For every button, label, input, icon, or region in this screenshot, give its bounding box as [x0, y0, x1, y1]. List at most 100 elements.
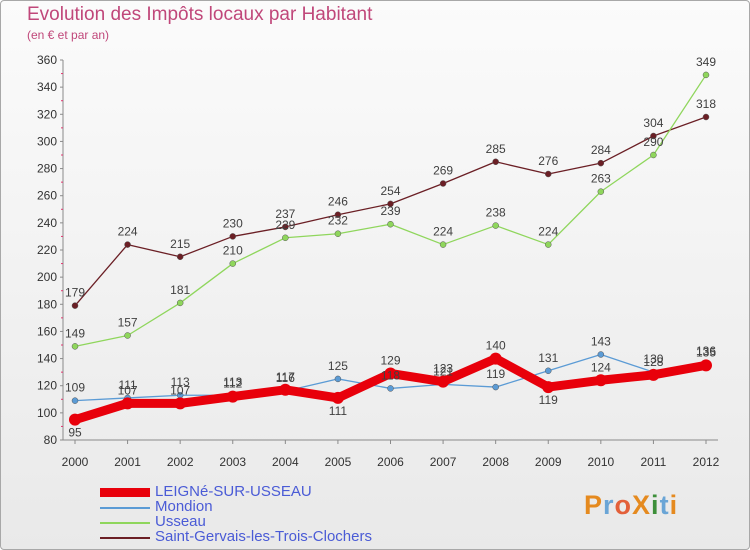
data-label-saint-gervais: 318 — [696, 97, 716, 111]
data-label-leigne: 111 — [329, 404, 348, 418]
data-label-usseau: 224 — [538, 225, 558, 239]
y-tick-label: 360 — [37, 53, 57, 67]
data-point-leigne — [437, 375, 450, 388]
data-point-usseau — [439, 241, 447, 248]
data-point-leigne — [384, 367, 397, 380]
data-label-mondion: 116 — [276, 371, 295, 385]
data-label-mondion: 113 — [171, 375, 190, 389]
data-label-mondion: 121 — [433, 364, 453, 378]
data-label-leigne: 95 — [68, 426, 82, 440]
y-tick-label: 180 — [37, 297, 57, 311]
data-label-saint-gervais: 246 — [328, 195, 348, 209]
data-label-saint-gervais: 179 — [65, 286, 85, 300]
data-point-leigne — [489, 352, 502, 365]
data-label-usseau: 157 — [118, 316, 138, 330]
y-tick-label: 140 — [37, 352, 57, 366]
data-point-saint-gervais — [492, 158, 499, 166]
data-point-usseau — [176, 299, 184, 307]
data-point-saint-gervais — [439, 180, 447, 187]
data-label-usseau: 238 — [486, 206, 506, 220]
data-point-usseau — [71, 343, 79, 350]
data-point-leigne — [226, 390, 239, 403]
data-point-leigne — [174, 397, 187, 410]
data-point-leigne — [594, 374, 607, 387]
x-tick-label: 2006 — [377, 455, 404, 469]
data-point-saint-gervais — [387, 200, 394, 208]
logo-letter: i — [669, 490, 679, 520]
data-point-saint-gervais — [71, 302, 79, 309]
data-point-leigne — [331, 391, 344, 404]
y-tick-label: 80 — [44, 433, 58, 447]
data-point-usseau — [492, 222, 499, 229]
x-tick-label: 2007 — [430, 455, 457, 469]
data-label-leigne: 129 — [380, 354, 400, 368]
x-tick-label: 2000 — [62, 455, 89, 469]
data-point-usseau — [545, 241, 552, 248]
data-label-mondion: 119 — [486, 367, 505, 381]
data-point-leigne — [279, 383, 292, 396]
legend-label-leigne: LEIGNé-SUR-USSEAU — [155, 483, 312, 500]
x-tick-label: 2005 — [325, 455, 352, 469]
data-point-mondion — [387, 385, 394, 392]
data-label-saint-gervais: 254 — [380, 184, 400, 198]
legend-swatch-leigne — [100, 488, 150, 497]
data-label-mondion: 143 — [591, 335, 611, 349]
data-point-saint-gervais — [702, 113, 710, 121]
data-point-usseau — [334, 230, 342, 237]
logo-letter: o — [614, 490, 633, 520]
series-layer — [69, 71, 712, 426]
data-point-usseau — [387, 220, 394, 228]
data-label-leigne: 128 — [643, 355, 663, 369]
data-label-leigne: 140 — [486, 339, 506, 353]
y-tick-label: 160 — [37, 324, 57, 338]
data-label-mondion: 111 — [118, 378, 137, 392]
data-label-usseau: 290 — [643, 135, 663, 149]
data-point-usseau — [702, 71, 710, 79]
data-point-leigne — [542, 381, 555, 394]
y-tick-label: 240 — [37, 216, 57, 230]
legend-swatch-mondion — [100, 507, 150, 509]
logo-letter: r — [603, 490, 615, 520]
data-label-usseau: 349 — [696, 55, 716, 69]
x-tick-label: 2009 — [535, 455, 562, 469]
legend-label-usseau: Usseau — [155, 513, 206, 530]
chart-title: Evolution des Impôts locaux par Habitant — [27, 4, 373, 25]
data-label-leigne: 119 — [539, 393, 558, 407]
x-tick-label: 2011 — [641, 455, 667, 469]
y-tick-label: 300 — [37, 134, 57, 148]
axes: 80 100 120 140 160 180 200 220 240 260 280 300 320 34… — [37, 53, 720, 469]
data-label-mondion: 136 — [696, 344, 716, 358]
data-point-saint-gervais — [650, 132, 657, 140]
data-point-leigne — [700, 359, 712, 372]
data-point-usseau — [282, 234, 289, 242]
y-tick-label: 340 — [37, 80, 57, 94]
data-point-saint-gervais — [597, 159, 605, 167]
y-tick-label: 200 — [37, 270, 57, 284]
data-point-usseau — [124, 332, 131, 339]
data-label-usseau: 229 — [275, 218, 295, 232]
chart-subtitle: (en € et par an) — [27, 28, 110, 42]
data-label-usseau: 149 — [65, 326, 85, 340]
y-tick-label: 220 — [37, 243, 57, 257]
data-label-leigne: 107 — [170, 383, 190, 397]
logo-letter: X — [632, 490, 652, 520]
data-point-mondion — [334, 375, 342, 383]
legend-swatch-usseau — [100, 522, 150, 524]
data-point-saint-gervais — [229, 233, 236, 240]
data-label-mondion: 125 — [328, 359, 348, 373]
x-tick-label: 2004 — [272, 455, 299, 469]
x-tick-label: 2003 — [219, 455, 246, 469]
data-point-usseau — [229, 260, 236, 267]
data-label-saint-gervais: 304 — [643, 116, 663, 130]
data-point-mondion — [545, 367, 552, 375]
data-label-mondion: 118 — [381, 368, 400, 382]
y-tick-label: 280 — [37, 162, 57, 176]
data-label-saint-gervais: 285 — [486, 142, 506, 156]
data-label-saint-gervais: 230 — [223, 216, 243, 230]
data-label-mondion: 109 — [65, 381, 85, 395]
x-tick-label: 2010 — [587, 455, 614, 469]
y-tick-label: 260 — [37, 189, 57, 203]
data-label-usseau: 181 — [170, 283, 190, 297]
